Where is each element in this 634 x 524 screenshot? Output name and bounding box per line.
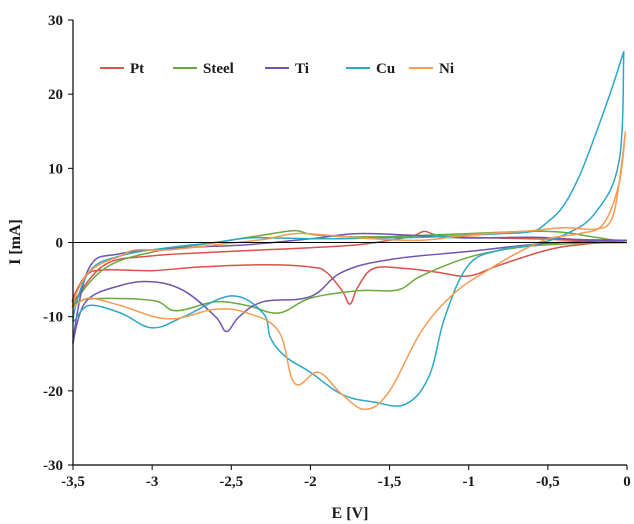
- y-tick-label: 10: [48, 161, 63, 177]
- x-tick-label: -1: [462, 474, 475, 490]
- series-line-steel: [71, 229, 628, 314]
- x-tick-label: -2,5: [219, 474, 243, 490]
- x-tick-label: -2: [304, 474, 317, 490]
- legend-label-ti: Ti: [295, 61, 309, 77]
- legend-label-ni: Ni: [439, 61, 454, 77]
- x-tick-label: 0: [623, 474, 631, 490]
- series-line-pt: [71, 230, 628, 305]
- ticks-layer: -3,5 -3 -2,5 -2 -1,5 -1 -0,5 0 -30 -20 -10 0 10 20 30: [43, 13, 631, 490]
- y-tick-label: 20: [48, 87, 63, 103]
- x-tick-label: -1,5: [378, 474, 402, 490]
- series-line-ti: [72, 232, 628, 344]
- x-tick-label: -3,5: [61, 474, 85, 490]
- x-axis-title: E [V]: [332, 505, 369, 522]
- x-tick-label: -0,5: [536, 474, 560, 490]
- y-tick-label: -30: [43, 458, 63, 474]
- y-tick-label: -20: [43, 384, 63, 400]
- legend-label-steel: Steel: [203, 61, 234, 77]
- series-line-ni: [72, 131, 627, 411]
- legend-label-pt: Pt: [130, 61, 144, 77]
- y-tick-label: 30: [48, 13, 63, 29]
- series-line-cu: [72, 50, 625, 407]
- series-layer: [71, 50, 628, 411]
- legend-label-cu: Cu: [376, 61, 395, 77]
- x-tick-label: -3: [146, 474, 159, 490]
- y-tick-label: -10: [43, 310, 63, 326]
- y-tick-label: 0: [56, 236, 64, 252]
- y-axis-title: I [mA]: [7, 219, 24, 265]
- legend: Pt Steel Ti Cu Ni: [100, 61, 454, 77]
